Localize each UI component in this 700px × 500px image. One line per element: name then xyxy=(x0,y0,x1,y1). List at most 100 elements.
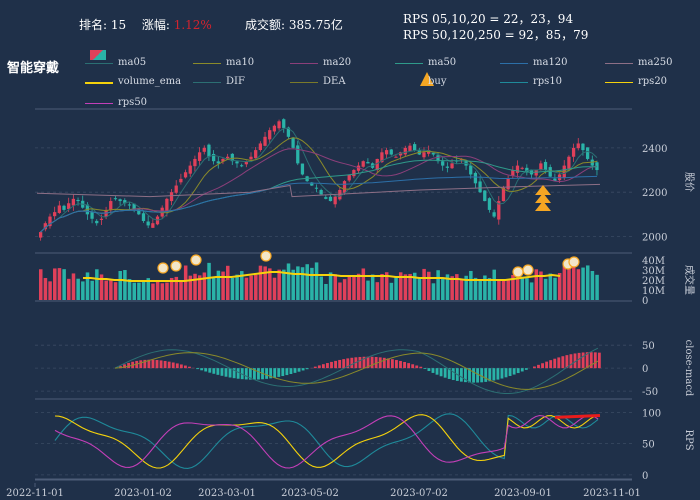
candle xyxy=(197,152,202,161)
candle xyxy=(43,223,47,230)
volume-bar xyxy=(305,264,309,300)
volume-signal-dot xyxy=(568,256,580,268)
volume-bar xyxy=(487,278,492,300)
volume-bar xyxy=(459,279,464,300)
legend-swatch-DIF xyxy=(193,82,221,83)
macd-histogram-bar xyxy=(159,360,163,369)
volume-bar xyxy=(408,273,412,300)
volume-bar xyxy=(548,273,553,300)
legend-label-DEA: DEA xyxy=(323,76,346,87)
y-tick-volume-0: 0 xyxy=(642,296,648,307)
macd-histogram-bar xyxy=(553,358,557,369)
volume-signal-dot xyxy=(512,266,524,278)
volume-bar xyxy=(310,267,314,300)
macd-histogram-bar xyxy=(240,368,244,380)
y-label-rps: RPS xyxy=(683,429,694,450)
volume-bar xyxy=(431,283,436,300)
y-label-volume: 成交量 xyxy=(683,265,696,295)
macd-histogram-bar xyxy=(504,368,508,378)
volume-bar xyxy=(469,270,473,300)
legend-label-ma20: ma20 xyxy=(323,57,352,68)
macd-histogram-bar xyxy=(338,359,342,369)
x-tick-2023-11-01: 2023-11-01 xyxy=(583,488,641,499)
macd-histogram-bar xyxy=(565,355,569,369)
volume-bar xyxy=(319,276,324,300)
volume-bar xyxy=(151,283,155,300)
macd-histogram-bar xyxy=(293,368,297,373)
candle xyxy=(520,167,524,169)
volume-bar xyxy=(249,275,253,300)
macd-histogram-bar xyxy=(281,368,285,377)
candle xyxy=(53,212,57,217)
volume-bar xyxy=(43,278,48,300)
candle xyxy=(525,167,529,173)
macd-histogram-bar xyxy=(480,368,484,383)
volume-bar xyxy=(39,269,43,300)
candle xyxy=(76,199,80,202)
macd-histogram-bar xyxy=(382,357,386,369)
rps-line-1: RPS 05,10,20 = 22，23，94 xyxy=(403,12,574,26)
legend-label-buy: buy xyxy=(428,76,447,87)
macd-histogram-bar xyxy=(244,368,248,380)
candle xyxy=(539,163,543,170)
macd-histogram-bar xyxy=(248,368,252,380)
macd-histogram-bar xyxy=(236,368,240,379)
macd-histogram-bar xyxy=(459,368,463,382)
candle xyxy=(226,156,230,159)
candle xyxy=(286,127,291,137)
volume-bar xyxy=(515,278,520,300)
volume-bar xyxy=(197,275,202,300)
line-rps10 xyxy=(54,413,599,469)
x-tick-2023-05-02: 2023-05-02 xyxy=(281,488,339,499)
candle xyxy=(324,197,328,199)
macd-histogram-bar xyxy=(549,360,553,369)
x-tick-2023-09-01: 2023-09-01 xyxy=(494,488,552,499)
macd-histogram-bar xyxy=(139,360,143,369)
macd-histogram-bar xyxy=(175,363,179,369)
macd-histogram-bar xyxy=(386,358,390,369)
candle xyxy=(445,166,449,168)
macd-histogram-bar xyxy=(200,368,204,371)
volume-bar xyxy=(123,270,127,300)
line-ma250 xyxy=(36,183,601,198)
legend-label-rps10: rps10 xyxy=(533,76,563,87)
legend-swatch-ma10 xyxy=(193,63,221,64)
macd-histogram-bar xyxy=(476,368,480,383)
volume-bar xyxy=(137,282,141,300)
macd-histogram-bar xyxy=(395,360,398,369)
macd-histogram-bar xyxy=(273,368,277,378)
candle xyxy=(319,189,323,195)
macd-histogram-bar xyxy=(545,361,549,369)
macd-histogram-bar xyxy=(419,366,423,369)
volume-bar xyxy=(286,263,291,300)
volume-bar xyxy=(553,277,557,300)
volume-bar xyxy=(328,272,333,300)
candle xyxy=(338,189,342,200)
macd-histogram-bar xyxy=(171,362,175,369)
volume-bar xyxy=(202,272,207,300)
y-tick-volume-2: 20M xyxy=(642,276,665,287)
macd-histogram-bar xyxy=(119,366,122,369)
macd-histogram-bar xyxy=(305,368,309,370)
candle xyxy=(113,198,118,200)
volume-bar xyxy=(455,274,459,300)
candle xyxy=(179,178,183,183)
macd-histogram-bar xyxy=(350,357,354,369)
volume-bar xyxy=(221,271,225,300)
candle xyxy=(576,143,580,149)
candle xyxy=(277,121,281,129)
volume-bar xyxy=(576,269,581,300)
legend-swatch-rps50 xyxy=(85,103,113,104)
volume-bar xyxy=(76,278,80,300)
macd-histogram-bar xyxy=(484,368,488,382)
line-ma120 xyxy=(40,175,598,233)
volume-bar xyxy=(109,279,113,300)
candle xyxy=(193,158,197,167)
candle xyxy=(132,203,136,210)
macd-histogram-bar xyxy=(407,363,411,369)
volume-bar xyxy=(464,275,468,300)
volume-bar xyxy=(99,274,104,300)
volume-bar xyxy=(422,268,426,300)
macd-histogram-bar xyxy=(435,368,439,375)
macd-histogram-bar xyxy=(447,368,451,379)
